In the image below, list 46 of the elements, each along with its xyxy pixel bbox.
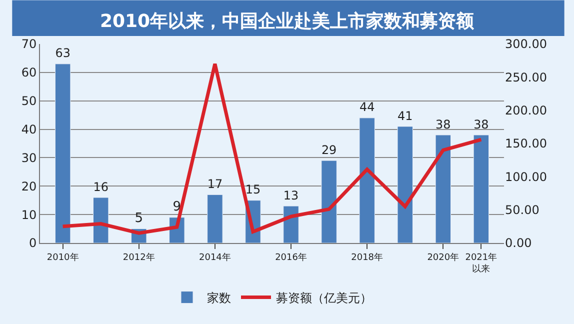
bar (93, 197, 109, 243)
data-label: 29 (321, 142, 337, 157)
data-label: 38 (436, 117, 451, 132)
x-tick-label: 2020年 (427, 252, 460, 263)
x-tick-label: 2012年 (122, 252, 155, 263)
bar (397, 126, 413, 243)
data-label: 15 (245, 182, 261, 197)
data-label: 44 (359, 100, 375, 114)
y-tick-label: 60 (21, 66, 37, 80)
data-label: 9 (172, 199, 182, 214)
bar (283, 206, 299, 243)
y-tick-label: 50 (21, 94, 37, 108)
y-tick-label: 10 (21, 208, 37, 222)
y2-tick-label: 0.00 (505, 236, 532, 250)
y2-tick-label: 250.00 (505, 70, 547, 84)
x-tick-label: 2014年 (198, 252, 231, 263)
data-label: 17 (207, 176, 223, 191)
y2-tick-label: 50.00 (505, 203, 540, 218)
x-tick-label: 2021年以来 (465, 252, 498, 274)
y2-tick-label: 300.00 (505, 37, 547, 52)
y2-tick-label: 200.00 (505, 104, 547, 118)
x-tick-label: 2016年 (275, 252, 307, 263)
bar (321, 160, 337, 243)
legend-label: 家数 (207, 290, 231, 305)
data-label: 41 (398, 108, 413, 123)
data-label: 38 (474, 117, 489, 132)
bar (207, 194, 223, 243)
x-tick-label: 2010年 (46, 252, 79, 263)
data-label: 13 (283, 188, 299, 202)
y-tick-label: 0 (28, 236, 37, 250)
y-tick-label: 30 (21, 150, 37, 165)
data-label: 5 (134, 210, 144, 226)
bar (435, 134, 451, 243)
data-label: 63 (55, 46, 70, 60)
bar (359, 118, 375, 243)
bar (54, 64, 71, 243)
chart-title: 2010年以来，中国企业赴美上市家数和募资额 (100, 11, 476, 32)
data-label: 16 (93, 180, 108, 194)
x-tick-label: 2018年 (351, 252, 384, 263)
y2-tick-label: 150.00 (505, 136, 547, 151)
y-tick-label: 70 (21, 37, 37, 52)
y-tick-label: 20 (21, 179, 37, 194)
y2-tick-label: 100.00 (505, 170, 547, 184)
bar (473, 134, 490, 243)
legend-label: 募资额（亿美元） (276, 290, 372, 305)
y-tick-label: 40 (21, 122, 37, 136)
